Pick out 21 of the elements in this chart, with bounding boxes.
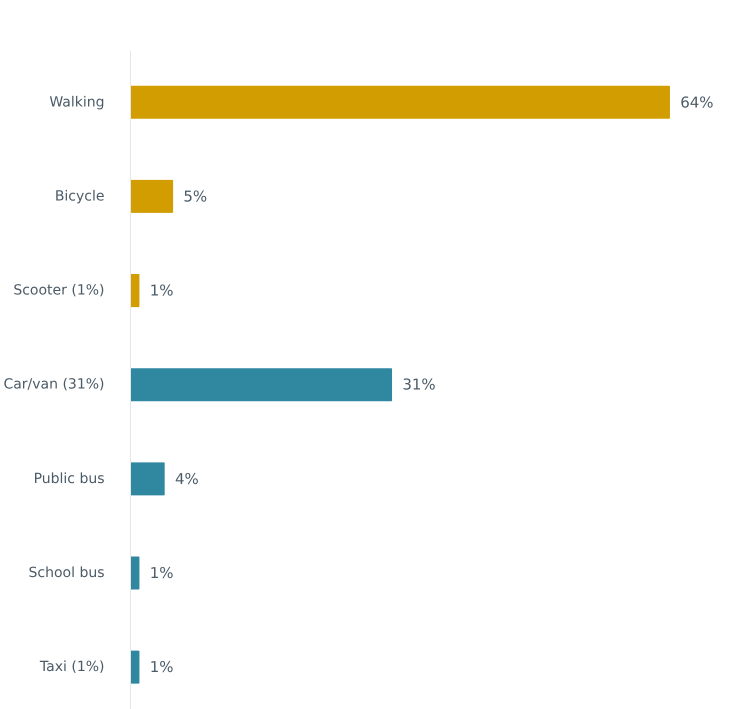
data-label: 4%: [174, 470, 199, 488]
data-label: 1%: [150, 658, 174, 676]
y-tick-label: Taxi (1%): [38, 659, 105, 676]
bar: [130, 86, 670, 119]
bar: [130, 650, 140, 684]
y-tick-label: Public bus: [34, 470, 104, 487]
y-tick-label: Car/van (31%): [3, 376, 105, 393]
y-tick-label: School bus: [28, 564, 105, 581]
data-label: 1%: [150, 282, 174, 300]
y-tick-label: Scooter (1%): [13, 282, 105, 299]
y-tick-label: Bicycle: [54, 188, 105, 204]
bar: [130, 556, 140, 590]
data-label: 64%: [680, 93, 714, 112]
bar: [130, 180, 174, 213]
data-label: 31%: [402, 376, 436, 394]
bar: [130, 274, 140, 308]
data-label: 1%: [150, 564, 174, 582]
bar: [130, 462, 165, 496]
data-label: 5%: [183, 187, 208, 206]
bar: [130, 368, 392, 402]
y-tick-label: Walking: [49, 94, 105, 110]
